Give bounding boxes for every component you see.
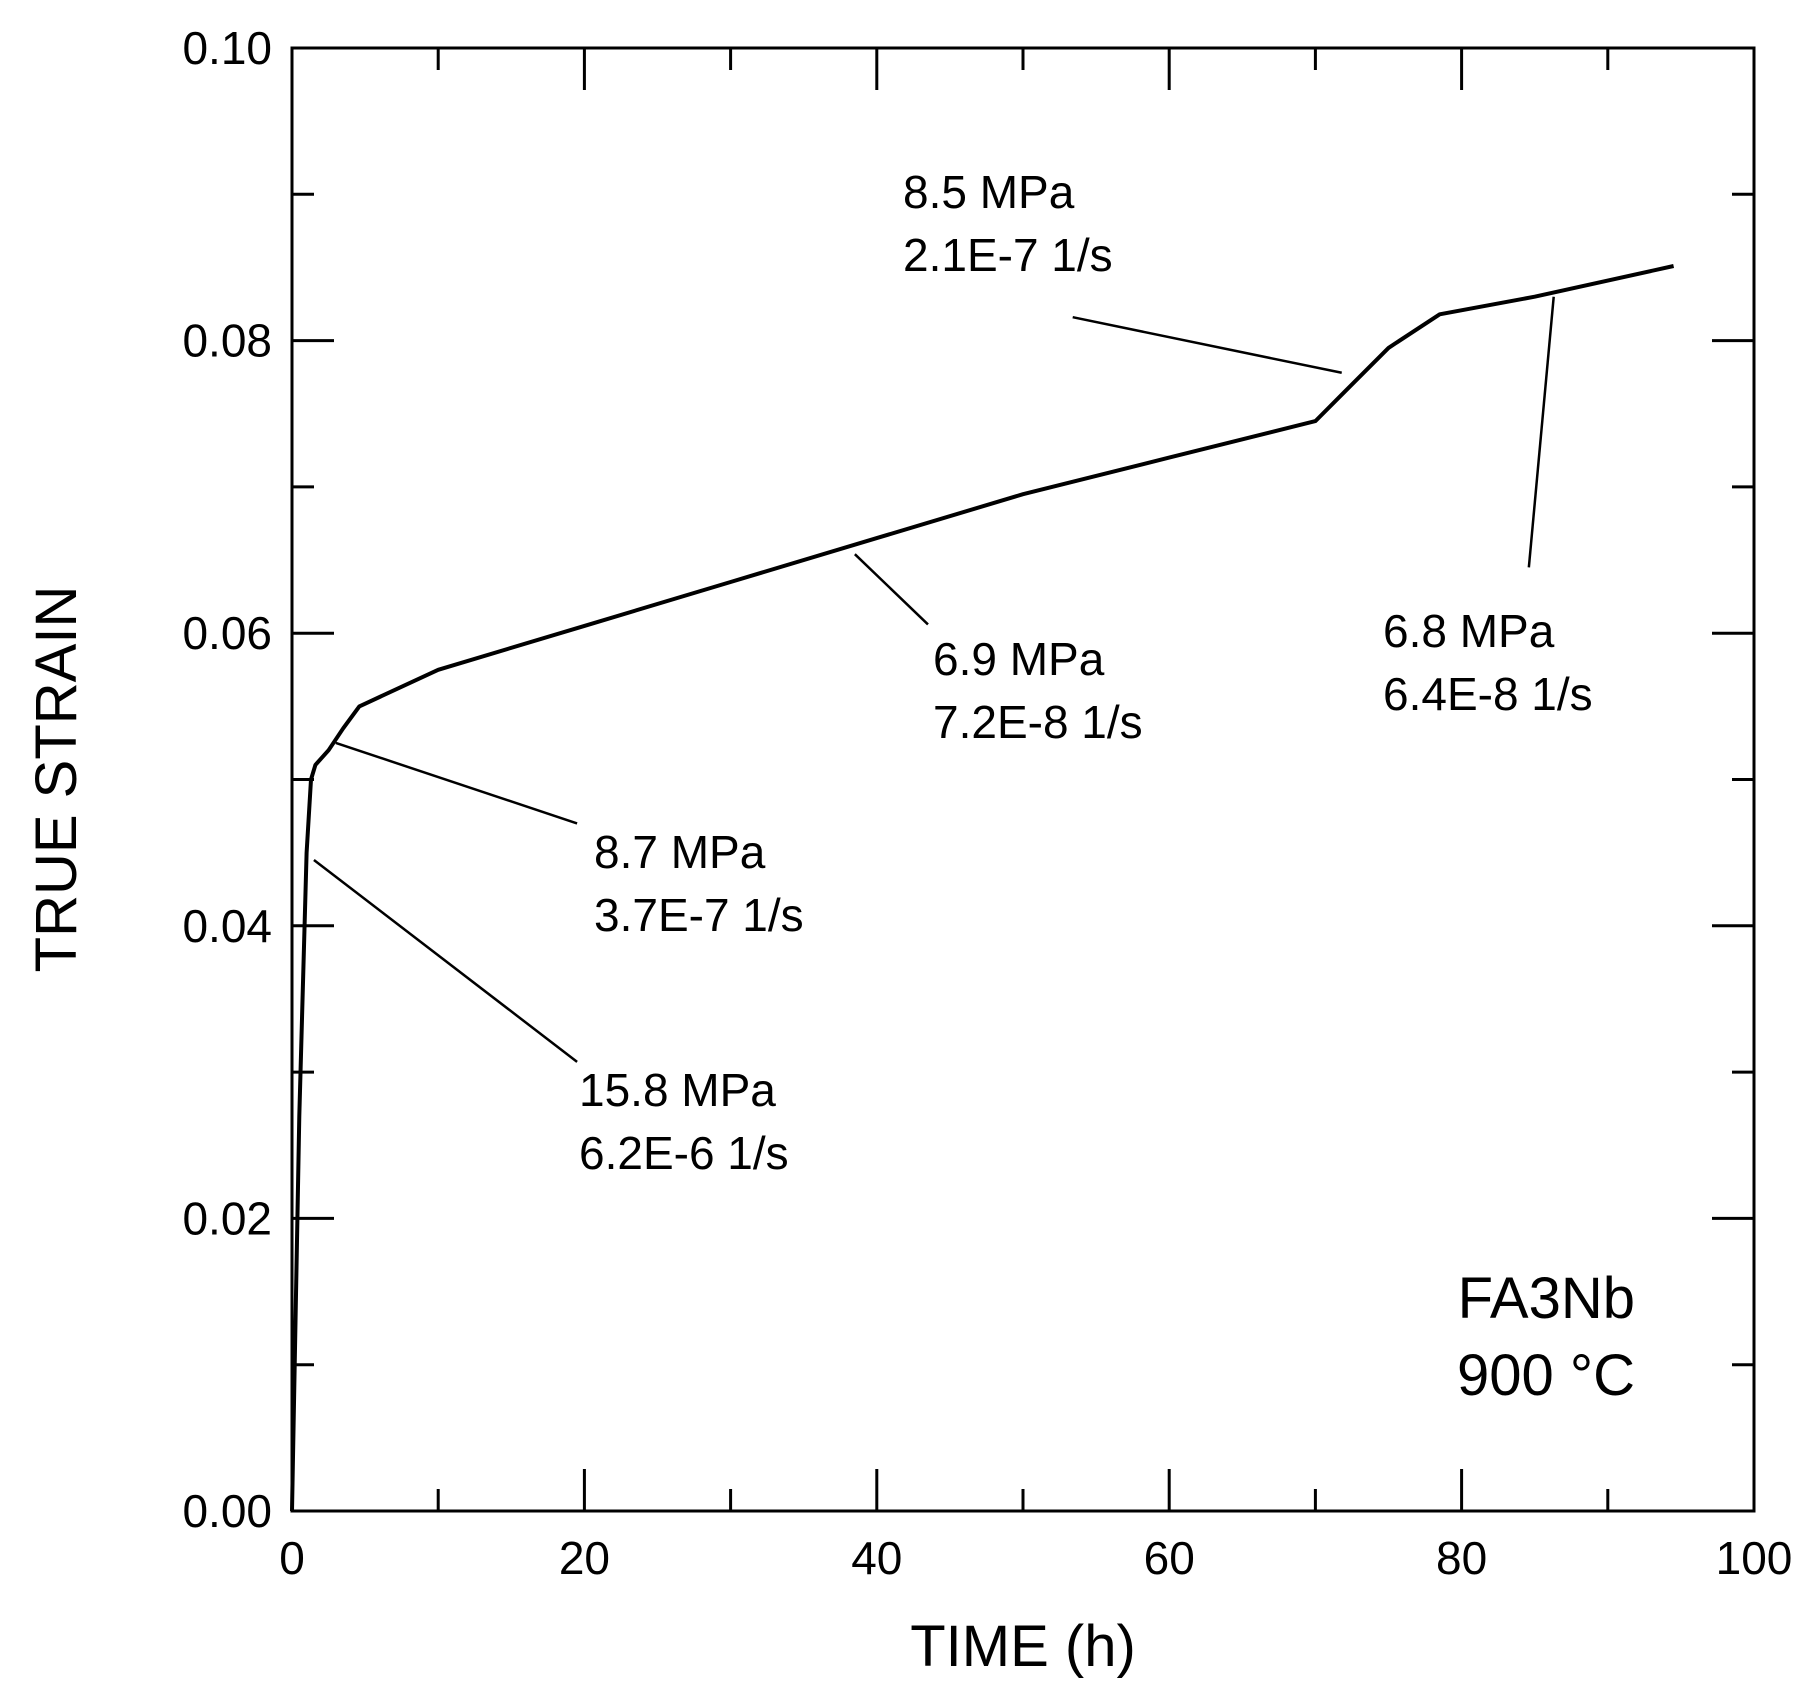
annotation-label: 2.1E-7 1/s	[903, 229, 1113, 281]
x-tick-label: 40	[851, 1532, 902, 1584]
annotation-label: 6.8 MPa	[1383, 605, 1555, 657]
tick-labels: 0 20 40 60 80 100 0.00 0.02 0.04 0.06 0.08 0.10	[182, 22, 1792, 1584]
x-tick-label: 0	[279, 1532, 305, 1584]
specimen-temperature: 900 °C	[1457, 1343, 1635, 1408]
annotation-label: 8.7 MPa	[594, 826, 766, 878]
annotation: 8.5 MPa 2.1E-7 1/s	[903, 166, 1342, 375]
x-axis-title: TIME (h)	[910, 1614, 1136, 1679]
y-tick-label: 0.08	[182, 315, 272, 367]
annotation: 8.7 MPa 3.7E-7 1/s	[335, 741, 804, 941]
annotation-label: 6.9 MPa	[933, 633, 1105, 685]
y-axis-title: TRUE STRAIN	[24, 586, 89, 973]
y-tick-label: 0.02	[182, 1192, 272, 1244]
y-tick-label: 0.04	[182, 900, 272, 952]
annotations: 15.8 MPa 6.2E-6 1/s 8.7 MPa 3.7E-7 1/s 6.9 M…	[313, 166, 1593, 1179]
x-tick-label: 100	[1716, 1532, 1793, 1584]
x-tick-label: 80	[1436, 1532, 1487, 1584]
ticks	[290, 46, 1756, 1513]
annotation-leader-line	[1072, 315, 1342, 375]
y-tick-label: 0.10	[182, 22, 272, 74]
y-tick-label: 0.06	[182, 607, 272, 659]
annotation-label: 6.2E-6 1/s	[579, 1127, 789, 1179]
annotation: 6.9 MPa 7.2E-8 1/s	[854, 553, 1143, 748]
annotation: 15.8 MPa 6.2E-6 1/s	[313, 858, 789, 1179]
annotation: 6.8 MPa 6.4E-8 1/s	[1383, 296, 1593, 720]
annotation-label: 15.8 MPa	[579, 1064, 776, 1116]
specimen-name: FA3Nb	[1458, 1266, 1635, 1331]
y-tick-label: 0.00	[182, 1485, 272, 1537]
annotation-leader-line	[1527, 296, 1555, 568]
strain-curve	[290, 264, 1675, 1512]
x-tick-label: 20	[559, 1532, 610, 1584]
annotation-label: 8.5 MPa	[903, 166, 1075, 218]
annotation-label: 6.4E-8 1/s	[1383, 668, 1593, 720]
annotation-leader-line	[854, 553, 929, 626]
x-tick-label: 60	[1144, 1532, 1195, 1584]
data-series	[290, 264, 1675, 1512]
annotation-leader-line	[313, 858, 578, 1063]
annotation-label: 7.2E-8 1/s	[933, 696, 1143, 748]
annotation-leader-line	[335, 741, 578, 825]
annotation-label: 3.7E-7 1/s	[594, 889, 804, 941]
